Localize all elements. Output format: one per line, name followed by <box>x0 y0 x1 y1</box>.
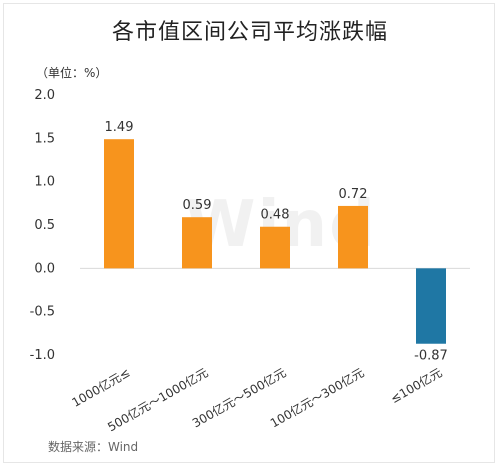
data-label: -0.87 <box>414 349 448 364</box>
source-label: 数据来源：Wind <box>48 440 139 454</box>
x-tick-label: ≤100亿元 <box>388 365 445 406</box>
data-label: 0.48 <box>261 208 290 223</box>
y-tick-label: 1.5 <box>34 131 55 146</box>
y-tick-label: 2.0 <box>34 88 55 103</box>
data-label: 1.49 <box>105 120 134 135</box>
y-tick-label: 1.0 <box>34 175 55 190</box>
bar <box>260 226 290 269</box>
bar <box>416 268 446 344</box>
y-tick-label: 0.5 <box>34 218 55 233</box>
unit-label: （单位：%） <box>36 66 108 80</box>
y-tick-label: -1.0 <box>30 348 55 363</box>
bar <box>182 217 212 269</box>
bars-group: 1.49 0.59 0.48 0.72 -0.87 <box>104 120 448 364</box>
y-tick-label: 0.0 <box>34 261 55 276</box>
bar <box>104 139 134 269</box>
y-axis: 2.0 1.5 1.0 0.5 0.0 -0.5 -1.0 <box>30 88 55 363</box>
x-axis: 1000亿元≤500亿元～1000亿元300亿元～500亿元100亿元～300亿… <box>69 365 444 435</box>
y-tick-label: -0.5 <box>30 305 55 320</box>
x-tick-label: 1000亿元≤ <box>69 365 132 410</box>
data-label: 0.59 <box>183 198 212 213</box>
bar <box>338 205 368 269</box>
chart-title: 各市值区间公司平均涨跌幅 <box>111 20 388 45</box>
chart-frame <box>3 3 495 463</box>
data-label: 0.72 <box>339 187 368 202</box>
